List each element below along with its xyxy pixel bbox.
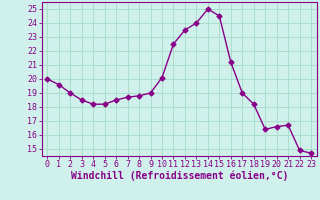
X-axis label: Windchill (Refroidissement éolien,°C): Windchill (Refroidissement éolien,°C) xyxy=(70,171,288,181)
